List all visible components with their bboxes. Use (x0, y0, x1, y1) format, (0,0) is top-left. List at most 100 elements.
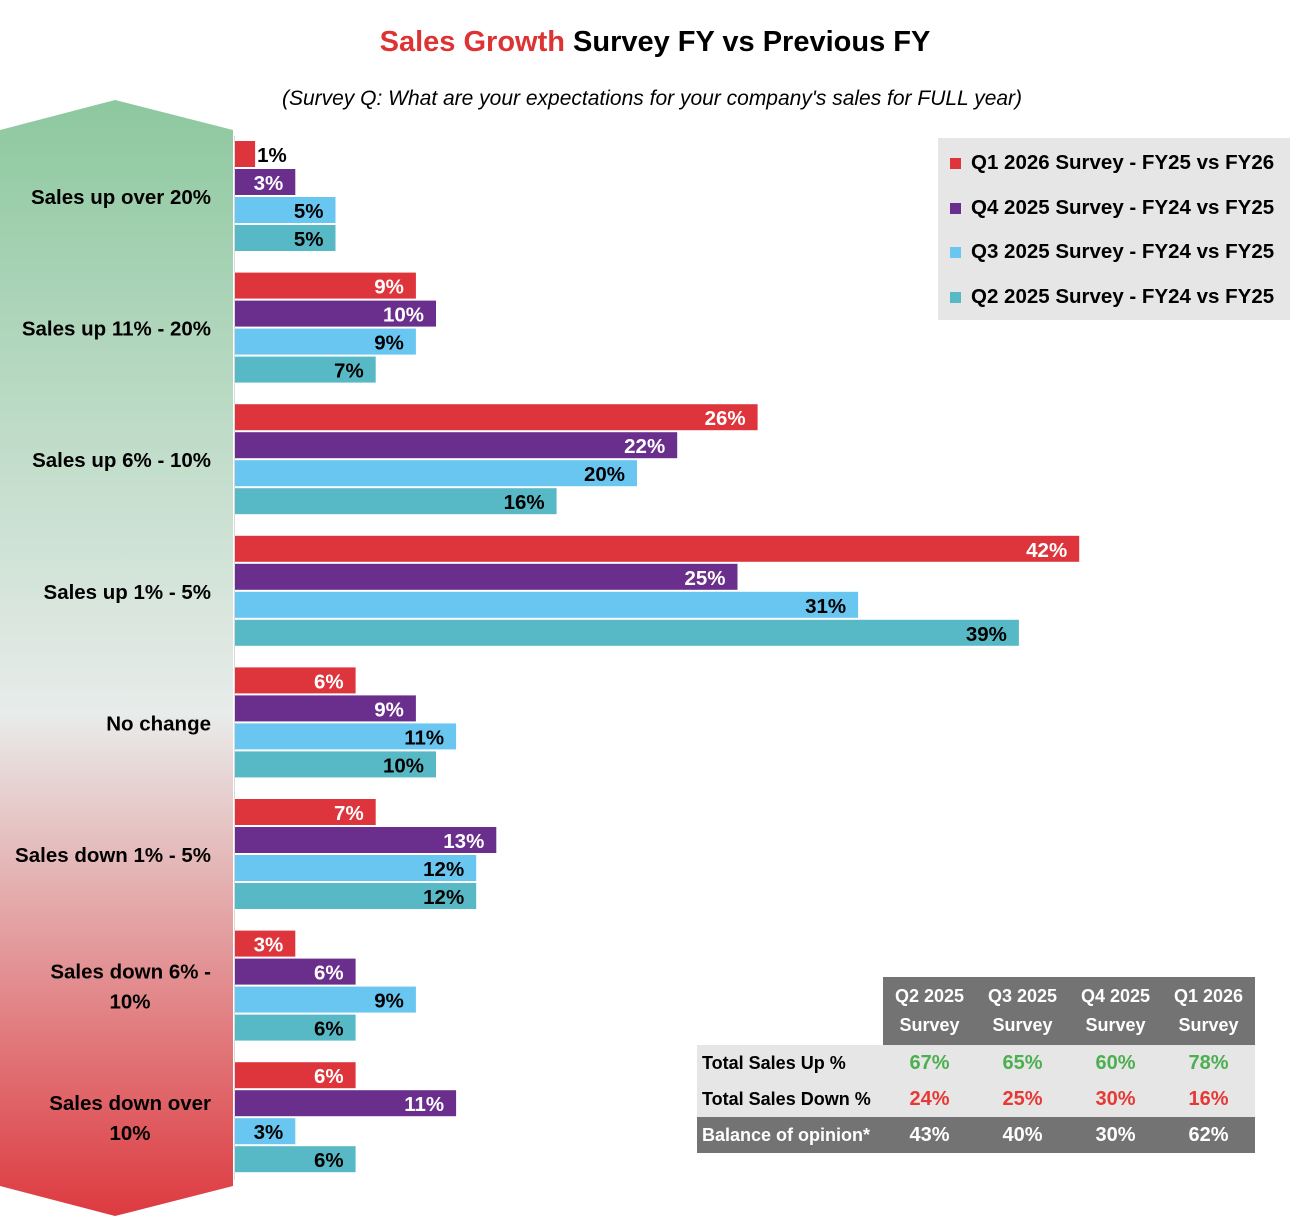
bar-label-sales-down-6-10-s3: 6% (314, 1018, 344, 1041)
bar-label-sales-up-over-20-s1: 3% (254, 172, 284, 195)
bar-sales-up-1-5-s3 (235, 619, 1019, 646)
bar-label-sales-up-11-20-s1: 10% (383, 304, 424, 327)
col-header-line1: Q2 2025 (894, 986, 965, 1006)
summary-col-header: Q2 2025 Survey (883, 977, 976, 1045)
bar-sales-down-6-10-s0 (235, 930, 296, 957)
legend-swatch-q4-2025 (950, 202, 961, 214)
summary-row-balance: Balance of opinion* 43% 40% 30% 62% (697, 1117, 1255, 1153)
bar-label-sales-up-1-5-s3: 39% (966, 623, 1007, 646)
bar-label-sales-down-over-10-s3: 6% (314, 1149, 344, 1172)
summary-col-header: Q4 2025 Survey (1069, 977, 1162, 1045)
bar-label-sales-up-over-20-s2: 5% (294, 200, 324, 223)
col-header-line1: Q1 2026 (1173, 986, 1244, 1006)
bar-label-no-change-s0: 6% (314, 670, 344, 693)
category-label-sales-up-6-10: Sales up 6% - 10% (32, 449, 211, 472)
legend-label-q1-2026: Q1 2026 Survey - FY25 vs FY26 (971, 151, 1275, 174)
legend-label-q3-2025: Q3 2025 Survey - FY24 vs FY25 (971, 240, 1275, 263)
bar-label-sales-up-11-20-s2: 9% (374, 332, 404, 355)
bar-label-sales-up-1-5-s1: 25% (684, 567, 725, 590)
summary-cell: 62% (1162, 1117, 1255, 1153)
bar-label-sales-down-1-5-s1: 13% (443, 830, 484, 853)
bar-sales-down-1-5-s1 (235, 827, 497, 853)
summary-cell: 60% (1069, 1045, 1162, 1081)
chart-title-rest: Survey FY vs Previous FY (564, 26, 931, 58)
legend-swatch-q3-2025 (950, 246, 961, 258)
bar-sales-up-1-5-s0 (235, 535, 1080, 562)
bar-label-sales-down-over-10-s0: 6% (314, 1065, 344, 1088)
summary-table: Q2 2025 Survey Q3 2025 Survey Q4 2025 Surve… (697, 977, 1255, 1153)
summary-cell: 30% (1069, 1081, 1162, 1117)
bar-label-no-change-s1: 9% (374, 698, 404, 721)
bar-label-sales-down-6-10-s0: 3% (254, 934, 284, 957)
summary-cell: 40% (976, 1117, 1069, 1153)
summary-col-header: Q1 2026 Survey (1162, 977, 1255, 1045)
bar-label-no-change-s2: 11% (404, 726, 444, 749)
legend-swatch-q2-2025 (950, 291, 961, 303)
summary-row-label: Balance of opinion* (697, 1117, 883, 1153)
summary-cell: 43% (883, 1117, 976, 1153)
bar-no-change-s2 (235, 723, 457, 750)
col-header-line2: Survey (1085, 1015, 1146, 1035)
summary-row-label: Total Sales Down % (697, 1081, 883, 1117)
summary-col-header: Q3 2025 Survey (976, 977, 1069, 1045)
bar-label-no-change-s3: 10% (383, 754, 424, 777)
bar-sales-up-1-5-s1 (235, 563, 738, 590)
col-header-line2: Survey (992, 1015, 1053, 1035)
bar-label-sales-down-over-10-s1: 11% (404, 1093, 444, 1116)
legend-label-q4-2025: Q4 2025 Survey - FY24 vs FY25 (971, 196, 1275, 219)
bar-label-sales-up-11-20-s0: 9% (374, 276, 404, 299)
col-header-line1: Q3 2025 (987, 986, 1058, 1006)
category-label-sales-up-1-5: Sales up 1% - 5% (44, 581, 211, 604)
bar-sales-down-1-5-s2 (235, 855, 477, 881)
bar-sales-down-1-5-s3 (235, 883, 477, 909)
chart-title-highlight: Sales Growth (379, 26, 565, 58)
bar-sales-down-over-10-s1 (235, 1090, 457, 1117)
bar-label-sales-down-6-10-s1: 6% (314, 962, 344, 985)
category-label-sales-down-6-10: Sales down 6% -10% (50, 961, 211, 1014)
legend-item-q3-2025: Q3 2025 Survey - FY24 vs FY25 (950, 239, 1274, 265)
bar-label-sales-up-6-10-s1: 22% (624, 435, 665, 458)
bar-sales-down-over-10-s0 (235, 1062, 356, 1089)
bar-sales-up-6-10-s0 (235, 404, 758, 431)
bar-label-sales-down-6-10-s2: 9% (374, 990, 404, 1013)
bar-sales-down-over-10-s3 (235, 1146, 356, 1173)
bar-sales-up-11-20-s0 (235, 272, 416, 299)
bar-sales-down-6-10-s2 (235, 986, 416, 1013)
bar-label-sales-down-1-5-s0: 7% (334, 802, 364, 825)
legend-item-q2-2025: Q2 2025 Survey - FY24 vs FY25 (950, 284, 1274, 310)
bar-sales-down-1-5-s0 (235, 799, 376, 825)
bar-label-sales-up-1-5-s0: 42% (1026, 539, 1067, 562)
bar-label-sales-up-11-20-s3: 7% (334, 360, 364, 383)
bar-sales-down-over-10-s2 (235, 1118, 296, 1145)
bar-label-sales-up-over-20-s3: 5% (294, 228, 324, 251)
bar-sales-up-over-20-s2 (235, 197, 336, 223)
bar-sales-up-1-5-s2 (235, 591, 859, 618)
bar-label-sales-up-6-10-s2: 20% (584, 463, 625, 486)
bar-label-sales-up-6-10-s0: 26% (705, 407, 746, 430)
bar-series (235, 141, 1080, 1173)
bar-sales-up-11-20-s1 (235, 300, 436, 327)
category-label-sales-down-1-5: Sales down 1% - 5% (15, 844, 211, 867)
col-header-line2: Survey (1178, 1015, 1239, 1035)
category-label-sales-up-over-20: Sales up over 20% (31, 186, 211, 209)
bar-label-sales-up-6-10-s3: 16% (504, 491, 545, 514)
bar-sales-up-6-10-s1 (235, 432, 678, 459)
bar-sales-down-6-10-s1 (235, 958, 356, 985)
bar-sales-up-6-10-s3 (235, 488, 557, 515)
bar-sales-up-over-20-s0 (235, 141, 256, 167)
summary-header-blank (697, 977, 883, 1045)
summary-cell: 16% (1162, 1081, 1255, 1117)
legend-swatch-q1-2026 (950, 157, 961, 169)
bar-sales-up-over-20-s1 (235, 169, 296, 195)
bar-label-sales-down-1-5-s3: 12% (423, 886, 464, 909)
col-header-line1: Q4 2025 (1080, 986, 1151, 1006)
bar-label-sales-up-1-5-s2: 31% (805, 595, 846, 618)
legend-item-q4-2025: Q4 2025 Survey - FY24 vs FY25 (950, 195, 1274, 221)
summary-row-sales-up: Total Sales Up % 67% 65% 60% 78% (697, 1045, 1255, 1081)
summary-cell: 78% (1162, 1045, 1255, 1081)
col-header-line2: Survey (899, 1015, 960, 1035)
category-label-no-change: No change (106, 712, 211, 735)
bar-label-sales-down-1-5-s2: 12% (423, 858, 464, 881)
bar-no-change-s3 (235, 751, 436, 778)
